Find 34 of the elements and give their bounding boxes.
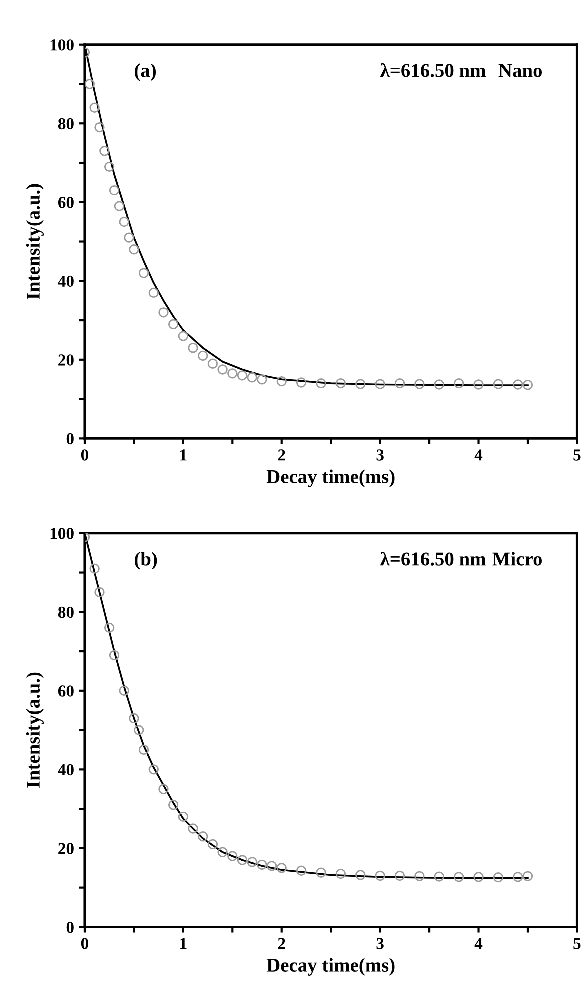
annotation: Micro <box>492 552 542 566</box>
y-tick-label: 60 <box>58 197 74 208</box>
x-tick-label: 5 <box>574 450 581 461</box>
y-axis-title: Intensity(a.u.) <box>26 672 44 788</box>
annotation: λ=616.50 nm <box>380 552 486 566</box>
y-tick-label: 80 <box>58 606 74 618</box>
y-tick-label: 20 <box>58 843 74 854</box>
x-tick-label: 3 <box>376 450 384 461</box>
x-tick-label: 0 <box>81 938 88 950</box>
x-tick-label: 2 <box>278 450 286 461</box>
y-tick-label: 100 <box>50 40 74 51</box>
y-axis-title: Intensity(a.u.) <box>26 184 44 300</box>
x-tick-label: 1 <box>180 450 187 461</box>
x-tick-label: 4 <box>474 938 483 950</box>
y-tick-label: 60 <box>58 686 74 697</box>
x-tick-label: 0 <box>81 450 88 461</box>
y-tick-label: 80 <box>58 118 74 130</box>
x-axis-title: Decay time(ms) <box>266 958 395 976</box>
x-tick-label: 4 <box>474 450 483 461</box>
y-tick-label: 100 <box>50 528 74 540</box>
x-tick-label: 1 <box>180 938 187 950</box>
x-tick-label: 2 <box>278 938 286 950</box>
x-tick-label: 5 <box>574 938 581 950</box>
annotation: (a) <box>135 64 156 82</box>
annotation: λ=616.50 nm <box>380 63 486 78</box>
x-axis-title: Decay time(ms) <box>266 470 395 488</box>
y-tick-label: 40 <box>58 276 74 288</box>
y-tick-label: 0 <box>66 922 74 934</box>
annotation: Nano <box>498 64 542 78</box>
y-tick-label: 0 <box>66 433 74 445</box>
y-tick-label: 20 <box>58 354 74 366</box>
x-tick-label: 3 <box>376 938 384 950</box>
y-tick-label: 40 <box>58 764 74 776</box>
annotation: (b) <box>135 552 158 570</box>
